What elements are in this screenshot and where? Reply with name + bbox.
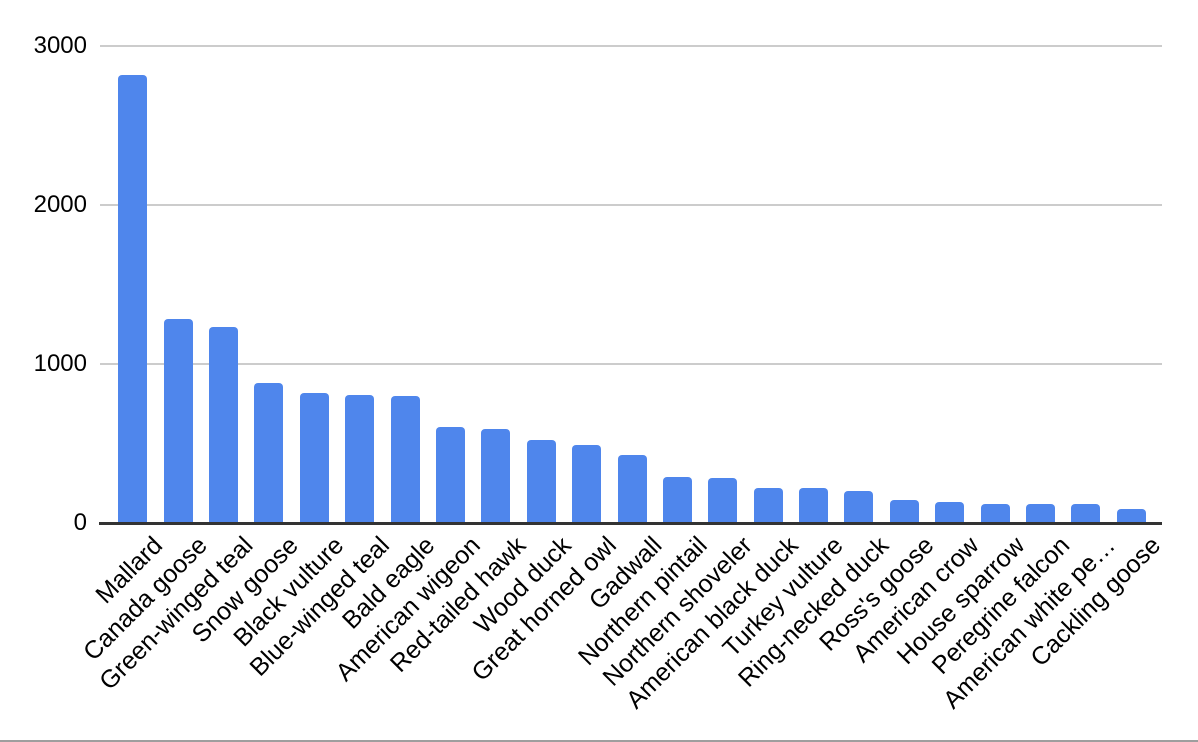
bar-northern-shoveler (708, 478, 738, 523)
y-axis-tick-label: 3000 (33, 32, 87, 59)
bottom-divider (0, 740, 1198, 742)
bar-black-vulture (299, 392, 329, 523)
bar-peregrine-falcon (1026, 504, 1056, 523)
bar-bald-eagle (390, 395, 420, 523)
x-axis-line (99, 522, 1162, 525)
gridline-1000 (100, 363, 1162, 365)
bar-turkey-vulture (799, 488, 829, 523)
bar-mallard (118, 74, 148, 523)
gridline-2000 (100, 204, 1162, 206)
bar-green-winged-teal (208, 327, 238, 523)
bar-gadwall (617, 455, 647, 523)
y-axis-tick-label: 2000 (33, 191, 87, 218)
bar-great-horned-owl (572, 445, 602, 523)
bar-cackling-goose (1116, 508, 1146, 523)
bar-wood-duck (526, 439, 556, 523)
bar-snow-goose (254, 383, 284, 523)
bar-american-white-pe- (1071, 504, 1101, 523)
bar-red-tailed-hawk (481, 429, 511, 523)
gridline-3000 (100, 45, 1162, 47)
bar-blue-winged-teal (345, 395, 375, 523)
bar-american-black-duck (753, 488, 783, 523)
bar-canada-goose (163, 319, 193, 523)
y-axis-tick-label: 1000 (33, 350, 87, 377)
bar-american-wigeon (435, 426, 465, 523)
bar-american-crow (935, 502, 965, 523)
bar-northern-pintail (662, 477, 692, 523)
bar-ring-necked-duck (844, 491, 874, 523)
bar-ross-s-goose (889, 499, 919, 523)
y-axis-tick-label: 0 (73, 509, 87, 536)
bar-house-sparrow (980, 503, 1010, 523)
